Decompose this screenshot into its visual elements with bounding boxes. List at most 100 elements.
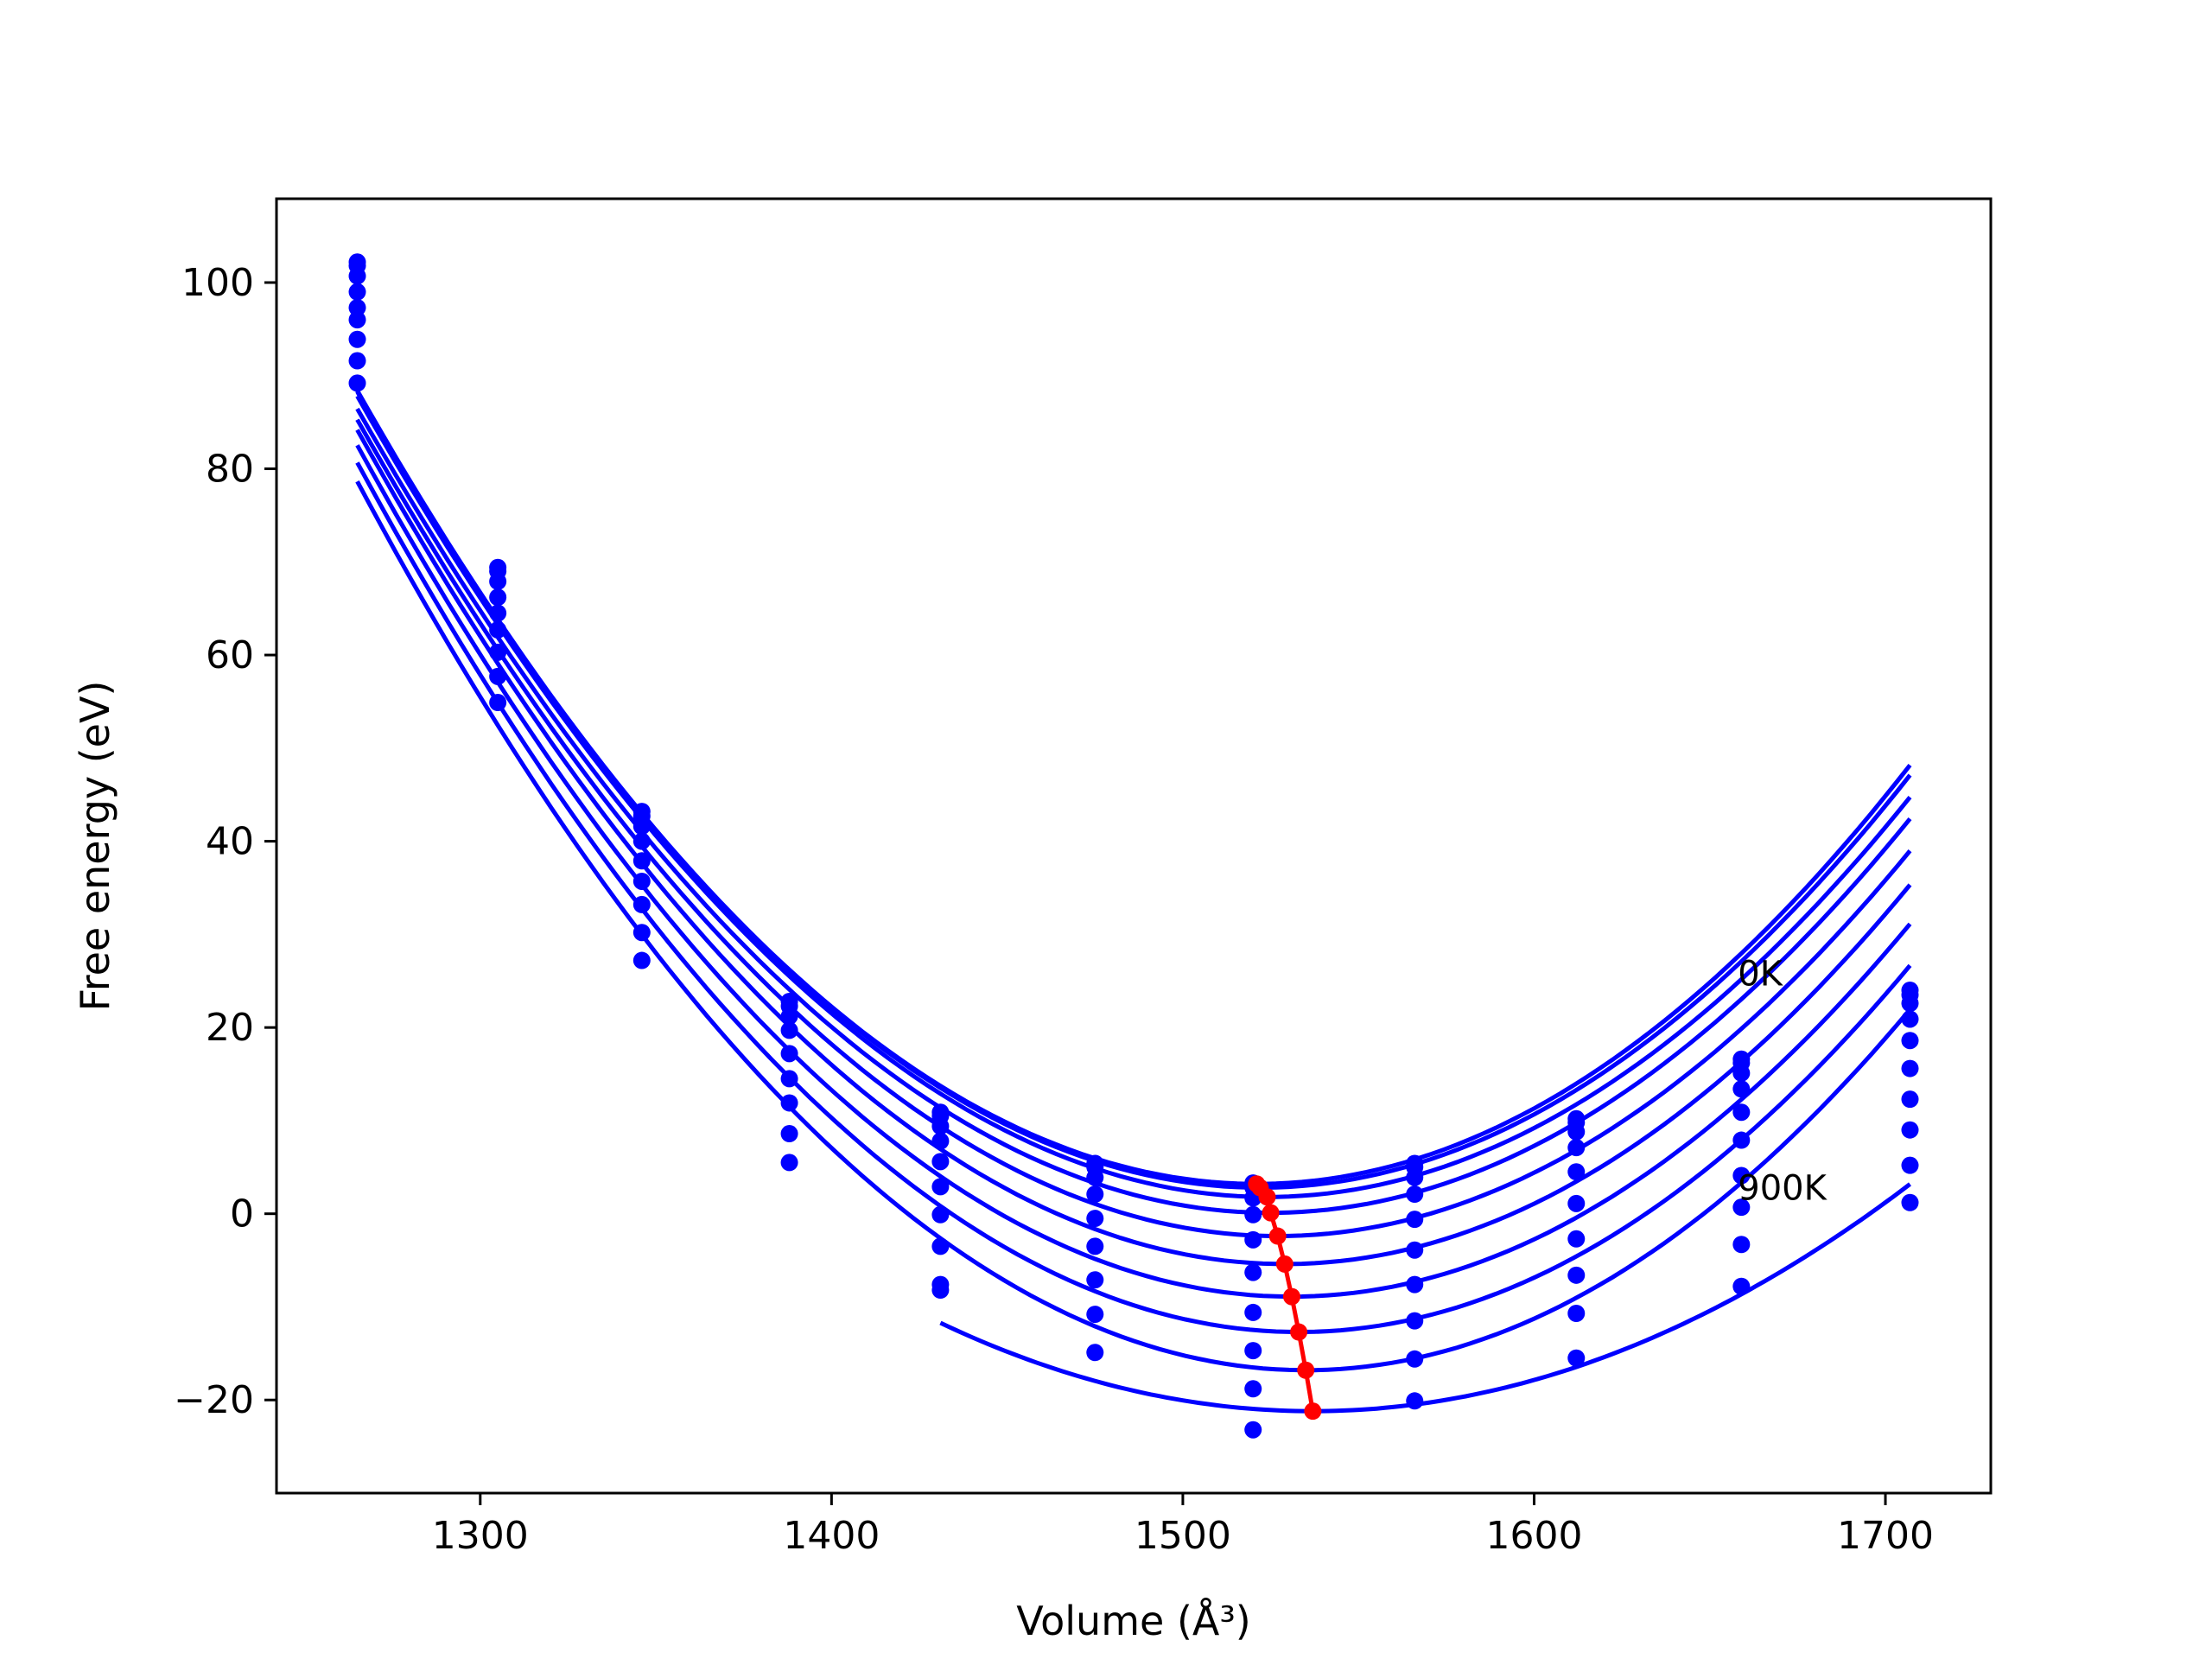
data-point: [1086, 1210, 1104, 1228]
data-point: [1244, 1342, 1262, 1360]
data-point: [1406, 1392, 1424, 1410]
y-tick-label: 80: [206, 448, 254, 492]
y-axis-label: Free energy (eV): [72, 681, 118, 1012]
y-tick-label: 100: [181, 261, 254, 305]
minima-series: [1248, 1175, 1322, 1421]
data-point: [1567, 1230, 1586, 1248]
data-point: [1567, 1194, 1586, 1212]
minimum-point: [1282, 1287, 1300, 1306]
data-point: [1406, 1211, 1424, 1229]
data-point: [348, 311, 366, 329]
axes-frame: [275, 197, 1993, 1495]
data-point: [1901, 1193, 1919, 1211]
data-point: [1901, 1156, 1919, 1174]
data-point: [1086, 1185, 1104, 1204]
data-point: [1901, 1090, 1919, 1109]
y-axis: −20 0 20 40 60 80 100: [174, 261, 276, 1422]
data-point: [1244, 1263, 1262, 1281]
data-point: [931, 1153, 950, 1171]
data-point: [489, 604, 507, 622]
y-tick-label: −20: [174, 1378, 254, 1422]
data-point: [1244, 1205, 1262, 1224]
data-point: [348, 267, 366, 285]
data-point: [1406, 1312, 1424, 1330]
data-point: [489, 694, 507, 712]
y-tick-label: 20: [206, 1006, 254, 1050]
data-point: [1406, 1185, 1424, 1204]
data-point: [1086, 1271, 1104, 1289]
x-tick-label: 1600: [1485, 1514, 1582, 1558]
data-point: [348, 330, 366, 348]
minimum-point: [1297, 1361, 1315, 1379]
fit-curve-3: [355, 407, 1912, 1216]
data-point: [931, 1178, 950, 1196]
data-point: [489, 643, 507, 661]
series-3: [348, 283, 1919, 1224]
fit-curve-2: [355, 395, 1912, 1199]
data-point: [632, 951, 651, 969]
y-tick-label: 0: [230, 1192, 254, 1236]
data-point: [1244, 1230, 1262, 1249]
data-point: [1567, 1349, 1586, 1367]
data-point: [348, 283, 366, 301]
temperature-label: 900K: [1738, 1169, 1827, 1209]
data-point: [1901, 1032, 1919, 1050]
data-point: [1901, 1121, 1919, 1139]
series-4: [348, 299, 1919, 1249]
data-point: [1244, 1421, 1262, 1439]
data-point: [1406, 1350, 1424, 1368]
minimum-point: [1304, 1402, 1322, 1421]
data-point: [1732, 1277, 1751, 1295]
minimum-point: [1290, 1323, 1308, 1341]
data-point: [489, 588, 507, 607]
data-point: [931, 1281, 950, 1300]
data-point: [489, 572, 507, 590]
data-point: [1732, 1198, 1751, 1217]
fit-curve-1: [355, 391, 1912, 1191]
x-tick-label: 1500: [1135, 1514, 1231, 1558]
data-point: [1732, 1103, 1751, 1122]
data-point: [1086, 1237, 1104, 1255]
data-point: [1406, 1168, 1424, 1186]
data-point: [1406, 1275, 1424, 1294]
data-point: [1901, 995, 1919, 1013]
data-point: [632, 817, 651, 836]
series-8: [348, 374, 1919, 1398]
data-point: [1567, 1305, 1586, 1323]
data-point: [1567, 1266, 1586, 1284]
data-point: [632, 832, 651, 850]
fit-curve-6: [355, 444, 1912, 1300]
minimum-point: [1275, 1255, 1294, 1273]
fit-curve-8: [355, 480, 1912, 1373]
data-point: [348, 352, 366, 370]
fit-curve-7: [355, 461, 1912, 1335]
data-point: [489, 667, 507, 685]
y-tick-label: 40: [206, 820, 254, 864]
temperature-label: 0K: [1738, 955, 1783, 995]
x-axis: 1300 1400 1500 1600 1700: [432, 1493, 1934, 1558]
fit-curve-4: [355, 418, 1912, 1239]
x-axis-label: Volume (Å³): [1016, 1598, 1251, 1644]
minimum-point: [1258, 1188, 1276, 1206]
minimum-point: [1262, 1204, 1280, 1222]
series-6: [348, 330, 1919, 1321]
data-point: [780, 1154, 798, 1172]
data-point: [1567, 1163, 1586, 1181]
plot-area: [348, 253, 1919, 1439]
data-point: [1244, 1380, 1262, 1398]
data-point: [780, 1125, 798, 1143]
data-point: [1406, 1241, 1424, 1259]
data-point: [1901, 1059, 1919, 1077]
data-point: [489, 620, 507, 639]
data-point: [348, 299, 366, 317]
data-point: [1244, 1303, 1262, 1321]
x-tick-label: 1400: [783, 1514, 880, 1558]
y-tick-label: 60: [206, 633, 254, 677]
data-point: [780, 1021, 798, 1039]
data-point: [1086, 1344, 1104, 1362]
data-point: [1086, 1306, 1104, 1324]
series-7: [348, 352, 1919, 1360]
x-tick-label: 1300: [432, 1514, 529, 1558]
